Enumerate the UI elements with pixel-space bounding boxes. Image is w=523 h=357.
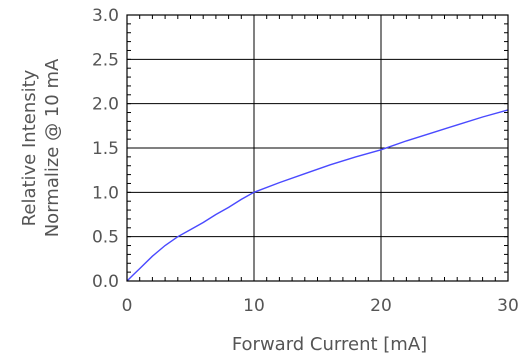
y-tick-labels: 0.0 0.5 1.0 1.5 2.0 2.5 3.0 [92, 6, 119, 292]
x-tick-label-1: 10 [243, 296, 265, 316]
y-tick-label-1: 0.5 [92, 228, 119, 248]
y-tick-label-4: 2.0 [92, 95, 119, 115]
grid [127, 15, 508, 281]
y-tick-label-5: 2.5 [92, 50, 119, 70]
series-line [126, 109, 509, 282]
y-tick-label-3: 1.5 [92, 139, 119, 159]
y-tick-label-6: 3.0 [92, 6, 119, 26]
y-tick-label-0: 0.0 [92, 272, 119, 292]
y-axis-title: Relative Intensity Normalize @ 10 mA [19, 58, 63, 237]
y-axis-title-line-2: Normalize @ 10 mA [42, 58, 63, 237]
x-tick-labels: 0 10 20 30 [122, 296, 519, 316]
minor-ticks [126, 14, 509, 282]
y-tick-label-2: 1.0 [92, 183, 119, 203]
x-tick-label-3: 30 [497, 296, 519, 316]
y-axis-title-line-1: Relative Intensity [19, 69, 40, 226]
x-tick-label-0: 0 [122, 296, 133, 316]
x-axis-title: Forward Current [mA] [232, 334, 427, 355]
plot-area-frame [126, 14, 509, 282]
x-tick-label-2: 20 [370, 296, 392, 316]
